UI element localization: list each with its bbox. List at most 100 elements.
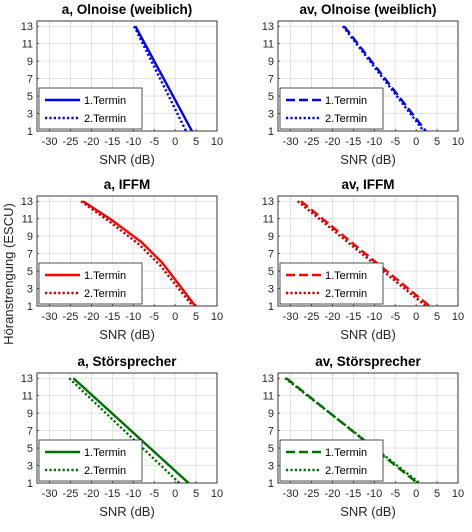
legend-label: 1.Termin — [84, 270, 126, 282]
series-line-1 — [72, 377, 190, 483]
x-tick-label: 0 — [413, 311, 419, 323]
y-tick-label: 7 — [27, 74, 33, 86]
y-tick-label: 1 — [268, 301, 274, 313]
y-tick-label: 11 — [22, 39, 33, 51]
x-tick-label: 5 — [193, 311, 199, 323]
x-tick-label: -25 — [63, 311, 79, 323]
legend-box — [38, 262, 143, 305]
x-axis-label: SNR (dB) — [99, 152, 155, 167]
y-tick-label: 9 — [27, 56, 33, 68]
x-tick-label: -25 — [304, 488, 320, 500]
x-tick-label: -5 — [149, 136, 159, 148]
y-tick-label: 5 — [27, 443, 33, 455]
x-tick-label: -30 — [283, 136, 299, 148]
legend-label: 1.Termin — [84, 95, 126, 107]
chart-title: a, Störsprecher — [77, 354, 177, 369]
y-tick-label: 5 — [27, 91, 33, 103]
y-tick-label: 13 — [262, 373, 274, 385]
legend-label: 2.Termin — [325, 113, 367, 125]
x-tick-label: 5 — [434, 311, 440, 323]
x-tick-label: -15 — [345, 136, 361, 148]
x-tick-label: -15 — [104, 488, 120, 500]
y-tick-label: 1 — [27, 478, 33, 490]
y-tick-label: 13 — [262, 21, 274, 33]
y-tick-label: 13 — [21, 196, 33, 208]
legend: 1.Termin 2.Termin — [279, 439, 384, 482]
series-line-1 — [134, 25, 193, 131]
x-tick-label: -25 — [63, 488, 79, 500]
series-layer — [296, 200, 431, 306]
x-axis-label: SNR (dB) — [340, 152, 396, 167]
x-tick-label: -10 — [366, 311, 382, 323]
axes-frame — [277, 20, 459, 132]
y-tick-label: 5 — [268, 266, 274, 278]
x-tick-label: -30 — [283, 488, 299, 500]
x-tick-label: 0 — [413, 136, 419, 148]
x-tick-label: -25 — [304, 311, 320, 323]
x-tick-label: 5 — [193, 488, 199, 500]
axes-frame — [36, 20, 218, 132]
legend-box — [38, 439, 143, 482]
legend-box — [279, 87, 384, 130]
legend: 1.Termin 2.Termin — [279, 87, 384, 130]
axes-frame — [36, 372, 218, 484]
x-tick-label: 0 — [172, 136, 178, 148]
y-tick-label: 7 — [268, 249, 274, 261]
series-line-2 — [296, 200, 427, 306]
series-line-1 — [343, 25, 427, 131]
y-tick-label: 3 — [27, 461, 33, 473]
x-tick-label: -10 — [125, 311, 141, 323]
x-tick-label: 10 — [211, 136, 223, 148]
y-tick-label: 3 — [268, 284, 274, 296]
x-tick-label: 10 — [211, 311, 223, 323]
y-tick-label: 7 — [268, 426, 274, 438]
x-axis-label: SNR (dB) — [340, 504, 396, 519]
legend-label: 2.Termin — [325, 288, 367, 300]
x-tick-label: -20 — [83, 136, 99, 148]
y-tick-label: 1 — [268, 478, 274, 490]
y-tick-label: 11 — [263, 39, 274, 51]
chart-title: a, IFFM — [104, 177, 151, 192]
x-tick-label: -5 — [390, 136, 400, 148]
x-tick-label: -5 — [390, 311, 400, 323]
x-tick-label: -10 — [366, 488, 382, 500]
x-tick-label: -25 — [304, 136, 320, 148]
x-tick-label: -20 — [83, 311, 99, 323]
x-tick-label: -30 — [42, 136, 58, 148]
y-tick-label: 11 — [22, 391, 33, 403]
chart-title: a, Olnoise (weiblich) — [62, 2, 193, 17]
y-tick-label: 3 — [268, 109, 274, 121]
y-tick-label: 1 — [27, 126, 33, 138]
x-tick-label: -10 — [366, 136, 382, 148]
legend-label: 2.Termin — [84, 288, 126, 300]
x-tick-label: 0 — [413, 488, 419, 500]
y-tick-label: 9 — [268, 231, 274, 243]
y-tick-label: 13 — [262, 196, 274, 208]
chart-title: av, Störsprecher — [315, 354, 421, 369]
chart-title: av, Olnoise (weiblich) — [299, 2, 436, 17]
x-axis-label: SNR (dB) — [340, 327, 396, 342]
legend: 1.Termin 2.Termin — [279, 262, 384, 305]
legend-box — [279, 439, 384, 482]
x-tick-label: 5 — [193, 136, 199, 148]
series-line-2 — [284, 377, 421, 483]
y-tick-label: 11 — [22, 214, 33, 226]
y-tick-label: 13 — [21, 21, 33, 33]
x-tick-label: -15 — [104, 136, 120, 148]
y-tick-label: 5 — [268, 443, 274, 455]
chart-title: av, IFFM — [341, 177, 394, 192]
x-tick-label: 0 — [172, 311, 178, 323]
x-tick-label: 5 — [434, 136, 440, 148]
series-layer — [341, 25, 427, 131]
y-tick-label: 3 — [268, 461, 274, 473]
x-tick-label: -10 — [125, 136, 141, 148]
axes-frame — [36, 195, 218, 307]
legend-label: 2.Termin — [325, 465, 367, 477]
series-layer — [68, 377, 190, 483]
x-tick-label: -20 — [324, 136, 340, 148]
x-tick-label: 10 — [211, 488, 223, 500]
